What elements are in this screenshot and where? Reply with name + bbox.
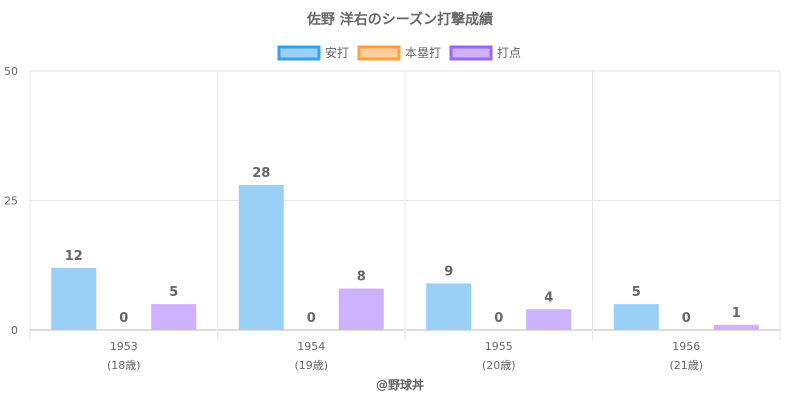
data-label: 0 [494,311,503,326]
bar [51,267,97,330]
legend: 安打 本塁打 打点 [277,45,521,61]
data-label: 5 [632,285,641,300]
bar [713,324,759,330]
credit-text: @野球丼 [376,377,424,392]
bar [426,283,472,330]
y-tick-label: 50 [4,65,18,78]
bar [613,304,659,330]
data-label: 12 [65,249,83,264]
data-label: 0 [119,311,128,326]
x-age-label: (19歳) [294,359,328,372]
x-tick-label: 1954 [297,340,325,353]
bar [338,288,384,330]
chart-title: 佐野 洋右のシーズン打撃成績 [306,11,493,28]
bars [51,184,759,330]
x-tick-label: 1955 [485,340,513,353]
legend-swatch [277,45,321,61]
legend-label: 本塁打 [405,46,441,60]
data-label: 1 [732,306,741,321]
y-tick-label: 0 [11,324,18,337]
data-labels: 12 28 9 5 0 0 0 0 5 8 4 1 [65,166,741,326]
legend-label: 打点 [497,46,521,60]
x-age-label: (21歳) [669,359,703,372]
x-age-label: (20歳) [482,359,516,372]
bar [526,309,572,330]
data-label: 4 [544,290,553,305]
x-axis: 1953 (18歳) 1954 (19歳) 1955 (20歳) 1956 (21歳) [107,340,703,372]
y-axis: 0 25 50 [4,65,18,337]
x-age-label: (18歳) [107,359,141,372]
data-label: 0 [307,311,316,326]
y-tick-label: 25 [4,195,18,208]
data-label: 9 [444,264,453,279]
data-label: 8 [357,270,366,285]
grid [29,70,781,340]
bar [238,184,284,330]
data-label: 28 [252,166,270,181]
legend-label: 安打 [325,45,349,60]
x-tick-label: 1956 [672,340,700,353]
legend-swatch [357,45,401,61]
bar [151,304,197,330]
legend-swatch [449,45,493,61]
data-label: 5 [169,285,178,300]
data-label: 0 [682,311,691,326]
x-tick-label: 1953 [110,340,138,353]
